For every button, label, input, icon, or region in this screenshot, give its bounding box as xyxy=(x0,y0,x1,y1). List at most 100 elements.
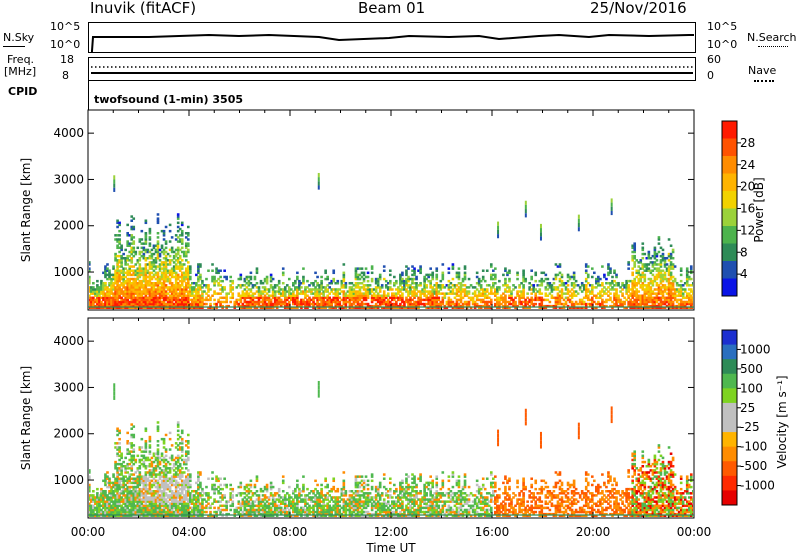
velocity-cell xyxy=(136,454,140,458)
power-cell xyxy=(249,298,253,302)
power-cell xyxy=(689,298,693,302)
power-cell xyxy=(423,277,426,281)
power-cell xyxy=(459,290,463,293)
velocity-cell xyxy=(126,489,129,493)
power-cell xyxy=(532,288,536,291)
velocity-cell xyxy=(144,458,148,462)
power-cell xyxy=(599,290,602,293)
power-cell xyxy=(148,275,152,279)
velocity-cell xyxy=(156,462,160,466)
velocity-cell xyxy=(144,446,148,449)
power-cell xyxy=(199,263,202,266)
power-cell xyxy=(629,279,632,283)
power-cell xyxy=(409,292,412,295)
velocity-cell xyxy=(106,502,109,505)
velocity-cell xyxy=(162,477,166,480)
power-cell xyxy=(136,277,140,281)
power-cell xyxy=(320,306,323,309)
power-cell xyxy=(114,288,117,291)
power-cell xyxy=(457,298,461,302)
power-cell xyxy=(437,302,441,306)
power-cell xyxy=(611,286,614,289)
power-cell xyxy=(649,294,653,297)
power-cell xyxy=(633,248,637,252)
power-cell xyxy=(382,294,386,297)
power-cell xyxy=(574,302,578,306)
power-cell xyxy=(112,284,115,287)
power-cell xyxy=(140,298,144,302)
power-cell xyxy=(447,279,451,283)
power-cell xyxy=(277,286,281,289)
power-cell xyxy=(647,277,651,281)
power-cell xyxy=(512,302,515,306)
power-cell xyxy=(124,294,127,297)
power-cell xyxy=(439,279,443,283)
power-cell xyxy=(403,279,406,283)
power-cell xyxy=(247,296,251,300)
velocity-cell xyxy=(130,504,134,508)
power-cell xyxy=(655,269,659,272)
power-cell xyxy=(467,277,471,281)
power-cell xyxy=(318,286,321,289)
power-cell xyxy=(562,304,566,308)
velocity-cell xyxy=(150,462,154,466)
velocity-cell xyxy=(106,496,109,499)
velocity-cell xyxy=(178,492,182,495)
velocity-cell xyxy=(132,444,136,447)
power-cell xyxy=(586,273,590,277)
power-cell xyxy=(370,300,374,304)
power-cell xyxy=(554,302,558,306)
power-cell xyxy=(358,298,362,302)
power-cell xyxy=(245,292,249,295)
power-cell xyxy=(314,271,317,275)
power-cell xyxy=(649,296,653,300)
velocity-cell xyxy=(142,494,146,497)
power-cell xyxy=(306,286,309,289)
power-cell xyxy=(326,298,329,302)
power-cell xyxy=(401,296,404,300)
power-cell xyxy=(269,284,273,287)
velocity-cell xyxy=(90,504,93,508)
power-cell xyxy=(134,250,138,254)
power-cell xyxy=(221,288,224,291)
velocity-cell xyxy=(124,508,127,512)
velocity-cell xyxy=(118,473,121,476)
power-cell xyxy=(174,294,178,297)
power-cell xyxy=(314,279,317,283)
power-cell xyxy=(354,284,358,287)
power-cell xyxy=(356,277,360,281)
power-cell xyxy=(659,275,663,279)
velocity-cell xyxy=(164,492,168,495)
power-cell xyxy=(158,288,162,291)
power-cell xyxy=(180,292,184,295)
velocity-cell xyxy=(102,498,105,501)
power-cell xyxy=(128,267,132,270)
power-cell xyxy=(144,250,148,254)
power-cell xyxy=(148,306,152,309)
power-cell xyxy=(322,296,325,300)
power-cell xyxy=(393,298,396,302)
power-cell xyxy=(176,273,180,277)
power-cell xyxy=(322,294,325,297)
power-cell xyxy=(401,306,404,309)
velocity-cell xyxy=(126,514,129,517)
power-cell xyxy=(661,277,665,281)
velocity-cell xyxy=(193,504,196,508)
power-cell xyxy=(538,306,542,309)
power-cell xyxy=(447,304,451,308)
power-cell xyxy=(231,286,235,289)
power-cell xyxy=(257,294,261,297)
power-cell xyxy=(269,298,273,302)
power-cell xyxy=(590,284,594,287)
power-cell xyxy=(245,281,249,285)
power-cell xyxy=(150,306,154,309)
power-cell xyxy=(457,273,461,277)
velocity-cell xyxy=(104,479,107,483)
power-cell xyxy=(453,292,457,295)
power-cell xyxy=(124,256,127,260)
power-cell xyxy=(647,284,651,287)
power-cell xyxy=(184,244,188,247)
power-cell xyxy=(174,254,178,258)
power-cell xyxy=(437,296,441,300)
velocity-cell xyxy=(122,475,125,478)
